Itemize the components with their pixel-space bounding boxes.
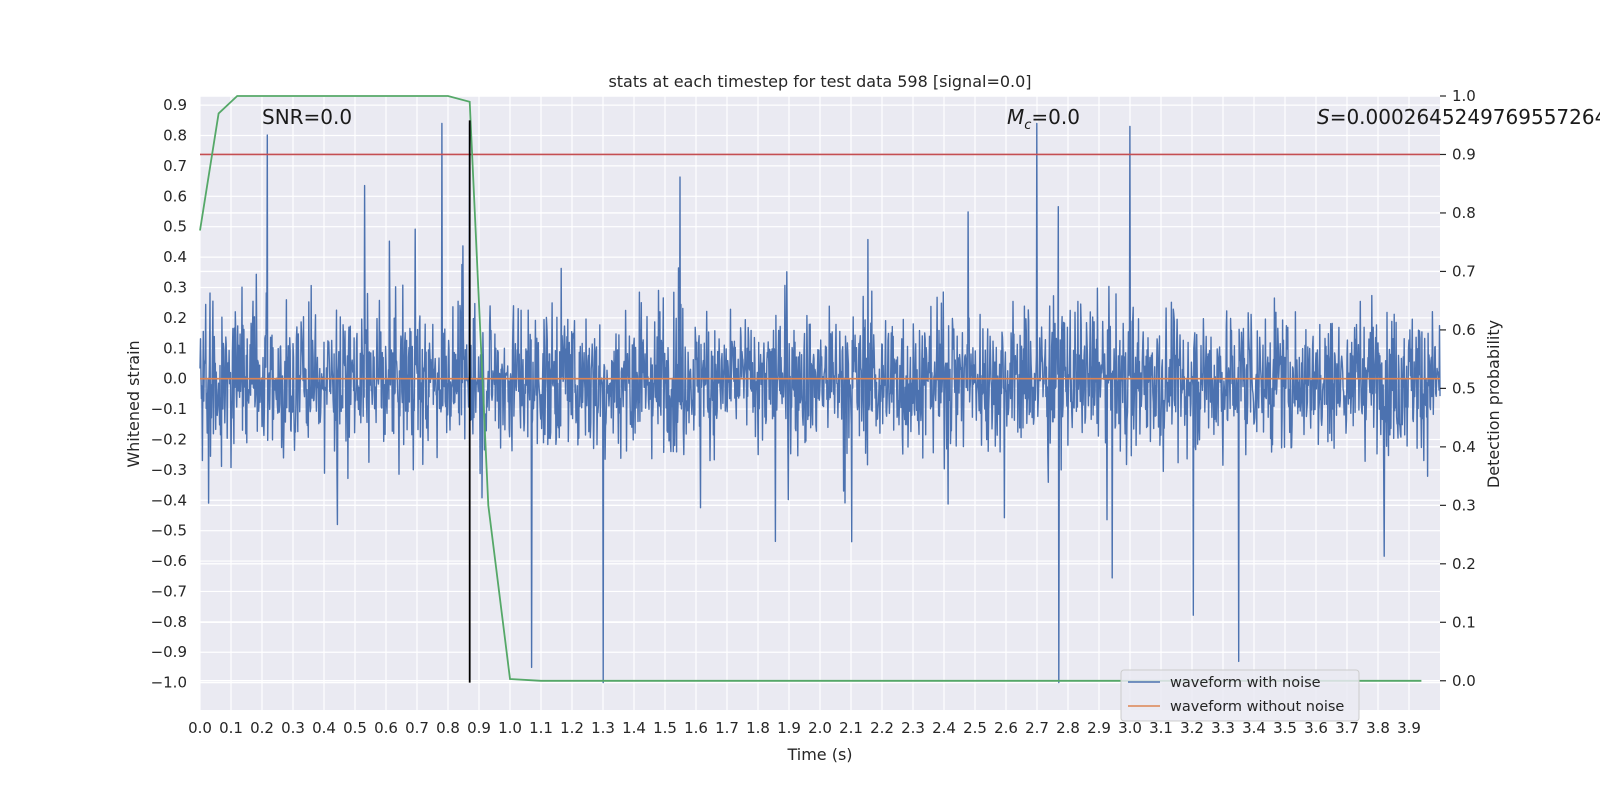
y-left-tick-label: 0.3 (163, 278, 187, 296)
y-left-tick-label: −0.8 (151, 613, 187, 631)
snr-annotation: SNR=0.0 (262, 105, 352, 129)
y-left-tick-label: 0.6 (163, 187, 187, 205)
x-tick-label: 2.7 (1025, 719, 1049, 737)
series-detection-probability (199, 95, 1422, 682)
mc-annotation: Mc=0.0 (1007, 105, 1080, 133)
legend-label-clean: waveform without noise (1170, 699, 1344, 715)
x-tick-label: 3.2 (1180, 719, 1204, 737)
y-left-tick-label: −0.6 (151, 552, 187, 570)
x-tick-label: 1.4 (622, 719, 646, 737)
x-tick-label: 1.7 (715, 719, 739, 737)
x-tick-label: 1.1 (529, 719, 553, 737)
y-left-tick-label: 0.4 (163, 248, 187, 266)
x-tick-label: 1.3 (591, 719, 615, 737)
s-annotation: S=0.0002645249769557264 (1317, 105, 1600, 129)
y-right-tick-label: 0.4 (1452, 438, 1476, 456)
x-tick-label: 3.5 (1273, 719, 1297, 737)
x-tick-label: 3.4 (1242, 719, 1266, 737)
legend: waveform with noise waveform without noi… (1120, 669, 1360, 722)
x-tick-label: 3.1 (1149, 719, 1173, 737)
y-left-tick-label: −0.3 (151, 461, 187, 479)
y-left-tick-label: −0.9 (151, 643, 187, 661)
x-tick-label: 0.1 (219, 719, 243, 737)
x-tick-label: 2.3 (901, 719, 925, 737)
y-left-tick-label: 0.8 (163, 127, 187, 145)
x-tick-label: 1.2 (560, 719, 584, 737)
x-tick-label: 3.9 (1397, 719, 1421, 737)
y-left-tick-label: 0.2 (163, 309, 187, 327)
x-tick-label: 1.6 (684, 719, 708, 737)
x-tick-label: 2.6 (994, 719, 1018, 737)
y-left-tick-label: 0.7 (163, 157, 187, 175)
y-axis-left-ticks: 0.9 0.8 0.7 0.6 0.5 0.4 0.3 0.2 0.1 0.0 −0.1 −0.2 −0… (151, 96, 187, 692)
chart-title: stats at each timestep for test data 598… (608, 72, 1031, 91)
x-tick-label: 0.2 (250, 719, 274, 737)
x-tick-label: 3.6 (1304, 719, 1328, 737)
y-axis-right-ticks: 1.0 0.9 0.8 0.7 0.6 0.5 0.4 0.3 0.2 0.1 0.0 (1440, 87, 1476, 690)
y-left-tick-label: −0.5 (151, 522, 187, 540)
y-left-tick-label: 0.1 (163, 339, 187, 357)
y-left-tick-label: 0.5 (163, 218, 187, 236)
x-tick-label: 0.7 (405, 719, 429, 737)
x-tick-label: 1.0 (498, 719, 522, 737)
x-tick-label: 2.1 (839, 719, 863, 737)
x-tick-label: 2.8 (1056, 719, 1080, 737)
y-right-tick-label: 0.7 (1452, 262, 1476, 280)
x-tick-label: 2.0 (808, 719, 832, 737)
noise-trace (199, 122, 1441, 684)
x-tick-label: 0.8 (436, 719, 460, 737)
y-axis-right-label: Detection probability (1484, 320, 1503, 488)
x-tick-label: 3.3 (1211, 719, 1235, 737)
y-right-tick-label: 0.6 (1452, 321, 1476, 339)
x-tick-label: 2.2 (870, 719, 894, 737)
y-right-tick-label: 0.8 (1452, 204, 1476, 222)
y-right-tick-label: 0.1 (1452, 613, 1476, 631)
y-right-tick-label: 1.0 (1452, 87, 1476, 105)
x-axis-ticks: 0.0 0.1 0.2 0.3 0.4 0.5 0.6 0.7 0.8 0.9 1.0 1.1 1.2 1… (188, 719, 1421, 737)
x-tick-label: 0.5 (343, 719, 367, 737)
y-right-tick-label: 0.2 (1452, 555, 1476, 573)
y-right-tick-label: 0.0 (1452, 672, 1476, 690)
x-axis-label: Time (s) (786, 745, 852, 764)
legend-label-noise: waveform with noise (1170, 675, 1321, 691)
y-right-tick-label: 0.3 (1452, 496, 1476, 514)
y-right-tick-label: 0.5 (1452, 379, 1476, 397)
y-left-tick-label: −0.2 (151, 430, 187, 448)
x-tick-label: 0.6 (374, 719, 398, 737)
series-waveform-with-noise (199, 122, 1441, 684)
y-left-tick-label: −0.1 (151, 400, 187, 418)
x-tick-label: 3.0 (1118, 719, 1142, 737)
x-tick-label: 3.8 (1366, 719, 1390, 737)
x-tick-label: 1.5 (653, 719, 677, 737)
y-right-tick-label: 0.9 (1452, 145, 1476, 163)
y-left-tick-label: −0.7 (151, 582, 187, 600)
x-tick-label: 1.9 (777, 719, 801, 737)
x-tick-label: 2.9 (1087, 719, 1111, 737)
x-tick-label: 3.7 (1335, 719, 1359, 737)
y-left-tick-label: 0.0 (163, 370, 187, 388)
x-tick-label: 0.3 (281, 719, 305, 737)
y-left-tick-label: −0.4 (151, 491, 187, 509)
x-tick-label: 0.0 (188, 719, 212, 737)
x-tick-label: 0.9 (467, 719, 491, 737)
x-tick-label: 0.4 (312, 719, 336, 737)
x-tick-label: 2.4 (932, 719, 956, 737)
y-axis-left-label: Whitened strain (124, 340, 143, 467)
x-tick-label: 1.8 (746, 719, 770, 737)
y-left-tick-label: −1.0 (151, 674, 187, 692)
x-tick-label: 2.5 (963, 719, 987, 737)
y-left-tick-label: 0.9 (163, 96, 187, 114)
